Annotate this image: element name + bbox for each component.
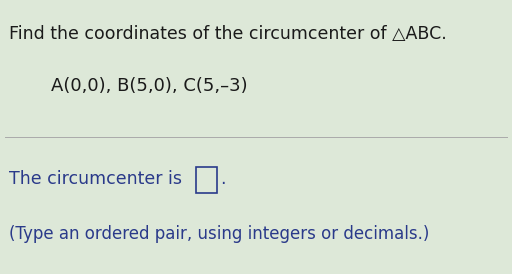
Text: .: .: [220, 170, 225, 188]
Bar: [196, 167, 217, 193]
Text: The circumcenter is: The circumcenter is: [9, 170, 188, 188]
Text: A(0,0), B(5,0), C(5,–3): A(0,0), B(5,0), C(5,–3): [51, 77, 248, 95]
Text: Find the coordinates of the circumcenter of △ABC.: Find the coordinates of the circumcenter…: [9, 25, 447, 43]
Text: (Type an ordered pair, using integers or decimals.): (Type an ordered pair, using integers or…: [9, 225, 430, 243]
